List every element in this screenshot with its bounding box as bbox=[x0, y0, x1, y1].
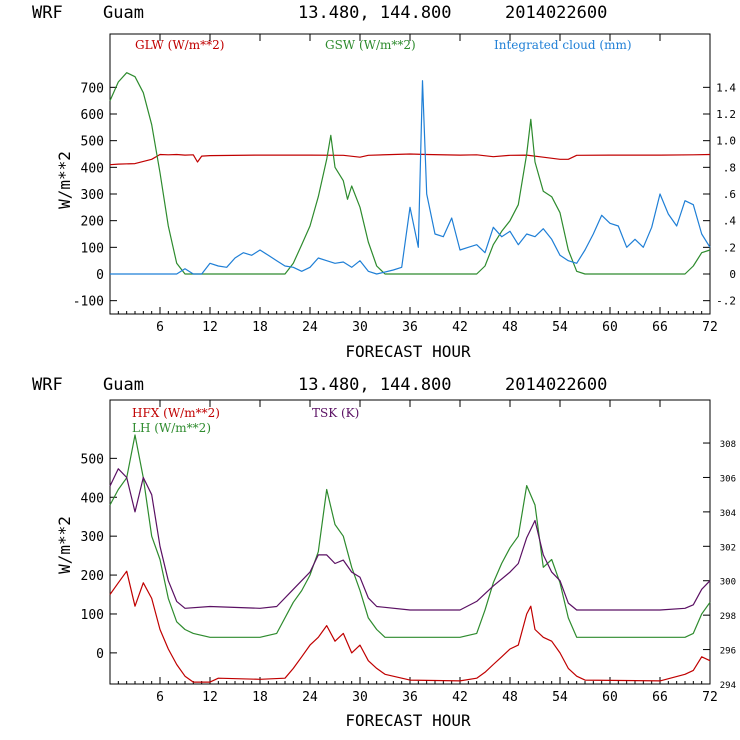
series-line-tsk bbox=[109, 468, 711, 611]
panel-1-legend-cloud: Integrated cloud (mm) bbox=[494, 38, 632, 52]
x-tick-label: 42 bbox=[452, 690, 468, 705]
y2-tick-label: 302 bbox=[720, 543, 736, 553]
y-tick-label: 700 bbox=[81, 81, 104, 96]
y-tick-label: 100 bbox=[81, 241, 104, 256]
panel-2-init-time: 2014022600 bbox=[505, 375, 607, 395]
x-tick-label: 66 bbox=[652, 320, 668, 335]
x-tick-label: 12 bbox=[202, 320, 218, 335]
y-tick-label: 300 bbox=[81, 530, 104, 545]
x-tick-label: 72 bbox=[702, 690, 718, 705]
series-line-hfx bbox=[109, 570, 711, 683]
panel-1-coords: 13.480, 144.800 bbox=[298, 3, 452, 23]
panel-1-y2-axis: -.2 0 .2 .4 .6 .8 1.0 1.2 1.4 bbox=[703, 81, 737, 308]
y2-tick-label: 1.2 bbox=[716, 108, 736, 121]
panel-2-y2-axis: 294 296 298 300 302 304 306 308 bbox=[703, 440, 736, 691]
x-tick-label: 48 bbox=[502, 320, 518, 335]
panel-1: WRF Guam 13.480, 144.800 2014022600 GLW … bbox=[32, 3, 736, 361]
panel-2-x-axis: 6 12 18 24 30 36 42 48 54 60 66 72 bbox=[117, 400, 718, 705]
panel-2-y-label: W/m**2 bbox=[55, 516, 74, 574]
y-tick-label: 500 bbox=[81, 135, 104, 150]
panel-1-x-label: FORECAST HOUR bbox=[345, 342, 471, 361]
panel-2: WRF Guam 13.480, 144.800 2014022600 HFX … bbox=[32, 375, 736, 730]
panel-2-location: Guam bbox=[103, 375, 144, 395]
panel-2-legend-tsk: TSK (K) bbox=[312, 406, 359, 420]
panel-1-plot-frame bbox=[109, 33, 711, 315]
panel-1-legend-glw: GLW (W/m**2) bbox=[135, 38, 224, 52]
panel-2-y-axis: 0 100 200 300 400 500 bbox=[81, 452, 117, 662]
panel-2-model: WRF bbox=[32, 375, 63, 395]
y-tick-label: 0 bbox=[96, 268, 104, 283]
series-line-integrated bbox=[110, 80, 711, 275]
y2-tick-label: 304 bbox=[720, 509, 736, 519]
x-tick-label: 30 bbox=[352, 690, 368, 705]
x-tick-label: 36 bbox=[402, 690, 418, 705]
panel-1-legend-gsw: GSW (W/m**2) bbox=[325, 38, 416, 52]
y2-tick-label: .8 bbox=[723, 161, 736, 174]
panel-1-y-axis: -100 0 100 200 300 400 500 600 700 bbox=[73, 81, 117, 310]
x-tick-label: 54 bbox=[552, 690, 568, 705]
x-tick-label: 48 bbox=[502, 690, 518, 705]
panel-2-x-label: FORECAST HOUR bbox=[345, 711, 471, 730]
y2-tick-label: .4 bbox=[723, 215, 737, 228]
x-tick-label: 6 bbox=[156, 690, 164, 705]
series-line-lh bbox=[109, 434, 711, 638]
panel-2-coords: 13.480, 144.800 bbox=[298, 375, 452, 395]
y2-tick-label: 306 bbox=[720, 474, 736, 484]
x-tick-label: 6 bbox=[156, 320, 164, 335]
y-tick-label: 0 bbox=[96, 647, 104, 662]
y-tick-label: 200 bbox=[81, 215, 104, 230]
y-tick-label: 100 bbox=[81, 608, 104, 623]
x-tick-label: 42 bbox=[452, 320, 468, 335]
panel-1-y-label: W/m**2 bbox=[55, 151, 74, 209]
y2-tick-label: 308 bbox=[720, 440, 736, 450]
panel-2-legend-hfx: HFX (W/m**2) bbox=[132, 406, 220, 420]
y-tick-label: 300 bbox=[81, 188, 104, 203]
panel-1-x-axis: 6 12 18 24 30 36 42 48 54 60 66 72 bbox=[117, 34, 718, 335]
x-tick-label: 12 bbox=[202, 690, 218, 705]
series-line-gsw bbox=[109, 72, 711, 275]
x-tick-label: 18 bbox=[252, 320, 268, 335]
y2-tick-label: -.2 bbox=[716, 295, 736, 308]
y2-tick-label: 294 bbox=[720, 681, 736, 691]
y-tick-label: 600 bbox=[81, 108, 104, 123]
y-tick-label: 400 bbox=[81, 491, 104, 506]
y2-tick-label: 0 bbox=[729, 268, 736, 281]
y2-tick-label: 1.0 bbox=[716, 135, 736, 148]
panel-1-location: Guam bbox=[103, 3, 144, 23]
x-tick-label: 30 bbox=[352, 320, 368, 335]
y-tick-label: -100 bbox=[73, 295, 104, 310]
y-tick-label: 500 bbox=[81, 452, 104, 467]
panel-1-init-time: 2014022600 bbox=[505, 3, 607, 23]
y2-tick-label: 1.4 bbox=[716, 81, 736, 94]
y2-tick-label: 296 bbox=[720, 647, 736, 657]
x-tick-label: 54 bbox=[552, 320, 568, 335]
y-tick-label: 200 bbox=[81, 569, 104, 584]
panel-2-legend-lh: LH (W/m**2) bbox=[132, 421, 211, 435]
y2-tick-label: 300 bbox=[720, 578, 736, 588]
x-tick-label: 66 bbox=[652, 690, 668, 705]
y2-tick-label: .2 bbox=[723, 241, 736, 254]
panel-1-series bbox=[109, 72, 711, 275]
x-tick-label: 36 bbox=[402, 320, 418, 335]
x-tick-label: 24 bbox=[302, 320, 318, 335]
x-tick-label: 60 bbox=[602, 690, 618, 705]
x-tick-label: 18 bbox=[252, 690, 268, 705]
x-tick-label: 60 bbox=[602, 320, 618, 335]
y2-tick-label: .6 bbox=[723, 188, 736, 201]
y-tick-label: 400 bbox=[81, 161, 104, 176]
x-tick-label: 72 bbox=[702, 320, 718, 335]
panel-2-series bbox=[109, 434, 711, 683]
x-tick-label: 24 bbox=[302, 690, 318, 705]
y2-tick-label: 298 bbox=[720, 612, 736, 622]
panel-1-model: WRF bbox=[32, 3, 63, 23]
series-line-glw bbox=[109, 153, 711, 166]
panel-2-plot-frame bbox=[109, 399, 711, 685]
